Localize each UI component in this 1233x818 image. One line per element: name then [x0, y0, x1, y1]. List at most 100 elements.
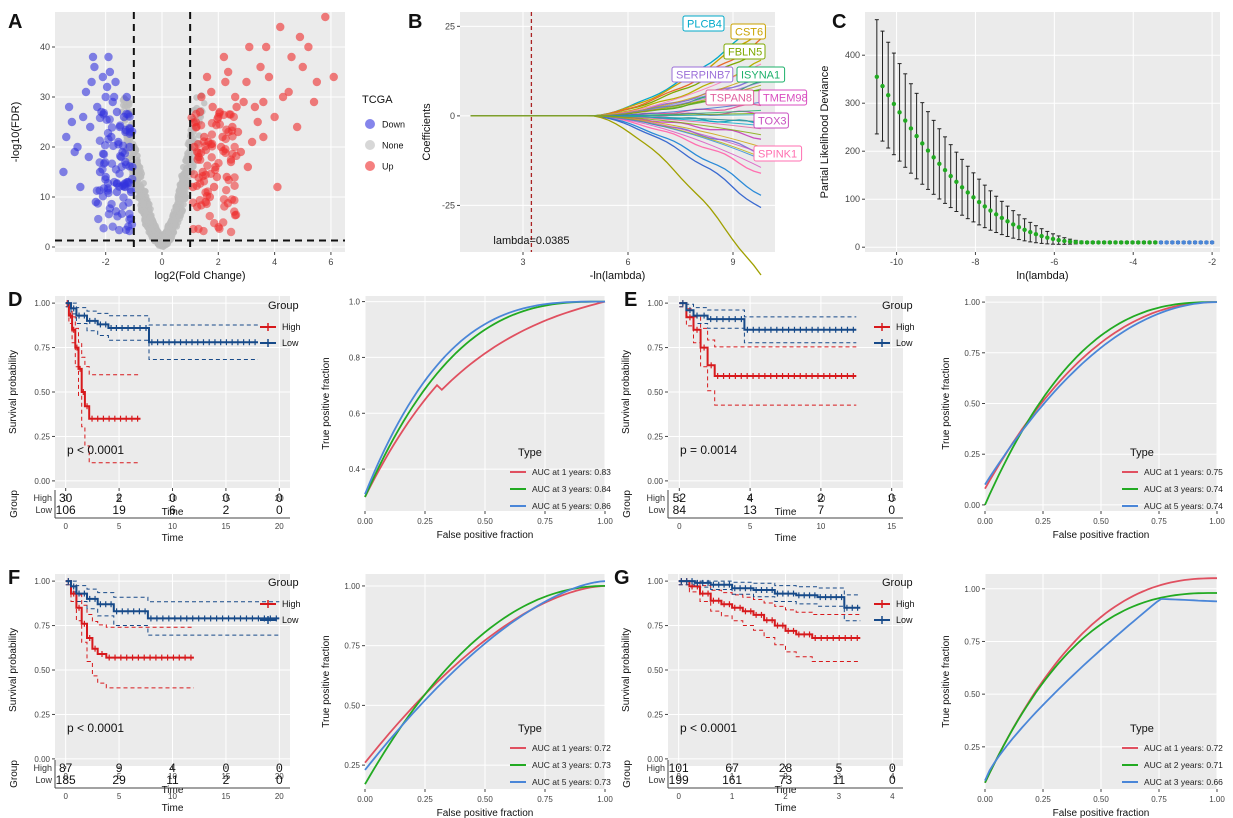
tick-label-x: 15	[221, 494, 230, 503]
axis-label-x: False positive fraction	[1053, 530, 1150, 541]
gene-label: FBLN5	[728, 47, 762, 59]
point-down	[115, 169, 124, 178]
cv-point	[1011, 222, 1016, 227]
roc-curve	[984, 301, 1218, 486]
tick-label-x: 20	[275, 494, 284, 503]
tick-label-x: 3	[520, 257, 525, 267]
tick-label-x: 1.00	[597, 795, 613, 804]
tick-label-y: 400	[845, 50, 860, 60]
tick-label-x: 4	[272, 257, 277, 267]
tick-label-y: 0.50	[34, 666, 50, 675]
tick-label-x: 0	[159, 257, 164, 267]
point-down	[127, 127, 137, 136]
axis-label-x: Time	[162, 507, 184, 518]
cv-point	[1204, 240, 1209, 245]
point-down	[107, 123, 117, 132]
legend-label: Down	[382, 120, 405, 130]
point-up	[261, 42, 271, 52]
cv-point	[1187, 240, 1192, 245]
gene-label-box	[723, 43, 766, 60]
survival-curve-low	[65, 302, 258, 344]
tick-label-x: 0.75	[537, 517, 553, 526]
legend-key	[365, 119, 375, 129]
point-up	[206, 169, 216, 178]
risk-count: 28	[779, 761, 793, 775]
point-down	[128, 174, 137, 184]
risk-table-label: Group	[622, 490, 633, 518]
tick-label-x: 0	[63, 494, 68, 503]
risk-count: 13	[743, 503, 757, 517]
tick-label-y: 1.00	[344, 582, 360, 591]
point-down	[111, 77, 120, 87]
point-down	[108, 222, 117, 231]
point-down	[98, 72, 108, 82]
panel-letter-E: E	[624, 289, 637, 311]
risk-count: 0	[889, 761, 896, 775]
point-none	[201, 100, 208, 107]
point-down	[116, 121, 125, 130]
cv-point	[1136, 240, 1141, 245]
roc-curve	[984, 597, 1218, 781]
tick-label-y: 40	[40, 42, 50, 52]
point-up	[194, 173, 203, 183]
gene-label-box	[682, 15, 725, 32]
point-down	[109, 141, 118, 151]
point-up	[228, 132, 237, 141]
tick-label-y: 0.50	[964, 400, 980, 409]
tick-label-y: 1.00	[34, 299, 50, 308]
cv-point	[976, 199, 982, 205]
point-up	[270, 112, 279, 122]
point-up	[309, 97, 319, 107]
cv-point	[931, 155, 936, 160]
tick-label-y: 0.75	[647, 344, 663, 353]
panel-letter-G: G	[614, 567, 630, 589]
point-none	[150, 233, 158, 240]
risk-row-label: Low	[648, 775, 665, 785]
panel-letter-A: A	[8, 11, 22, 33]
point-up	[220, 202, 229, 211]
coef-path	[470, 115, 762, 136]
tick-label-x: 0.50	[1093, 795, 1109, 804]
point-up	[197, 92, 206, 102]
tick-label-x: 3	[837, 772, 842, 781]
cv-point	[1073, 239, 1078, 245]
tick-label-y: 0.50	[34, 388, 50, 397]
tick-label-y: 0.50	[964, 690, 980, 699]
axis-label-x: Time	[775, 785, 797, 796]
legend-label: AUC at 3 years: 0.66	[1144, 777, 1223, 787]
cv-point	[1005, 219, 1010, 224]
legend-title: Group	[268, 300, 299, 312]
p-value: p < 0.0001	[67, 443, 124, 457]
legend-label: AUC at 3 years: 0.84	[532, 484, 611, 494]
point-up	[219, 195, 229, 204]
cv-point	[1067, 239, 1073, 244]
risk-count: 11	[833, 773, 846, 787]
tick-label-x: 0	[63, 792, 68, 801]
tick-label-y: -25	[442, 200, 455, 210]
point-down	[85, 122, 95, 132]
point-up	[253, 117, 262, 127]
point-none	[175, 188, 182, 195]
ci-line	[678, 584, 861, 662]
cv-point	[908, 126, 914, 131]
tick-label-y: 0.75	[647, 622, 663, 631]
tick-label-y: 0.50	[647, 666, 663, 675]
risk-table-label: Group	[9, 490, 20, 518]
point-up	[197, 201, 206, 210]
tick-label-x: 0.00	[977, 795, 993, 804]
legend-label: AUC at 1 years: 0.72	[532, 743, 611, 753]
tick-label-y: 0.75	[34, 622, 50, 631]
cv-point	[1118, 240, 1124, 245]
point-down	[90, 62, 99, 72]
point-none	[140, 201, 147, 208]
gene-label-box	[705, 89, 755, 106]
point-down	[120, 149, 130, 158]
axis-label-x: -ln(lambda)	[590, 270, 646, 282]
point-up	[247, 137, 257, 147]
point-up	[256, 62, 265, 72]
cv-point	[1198, 240, 1203, 245]
point-down	[93, 199, 103, 208]
cv-point	[965, 190, 970, 195]
axis-label-x: False positive fraction	[437, 808, 534, 818]
tick-label-x: 15	[887, 522, 896, 531]
